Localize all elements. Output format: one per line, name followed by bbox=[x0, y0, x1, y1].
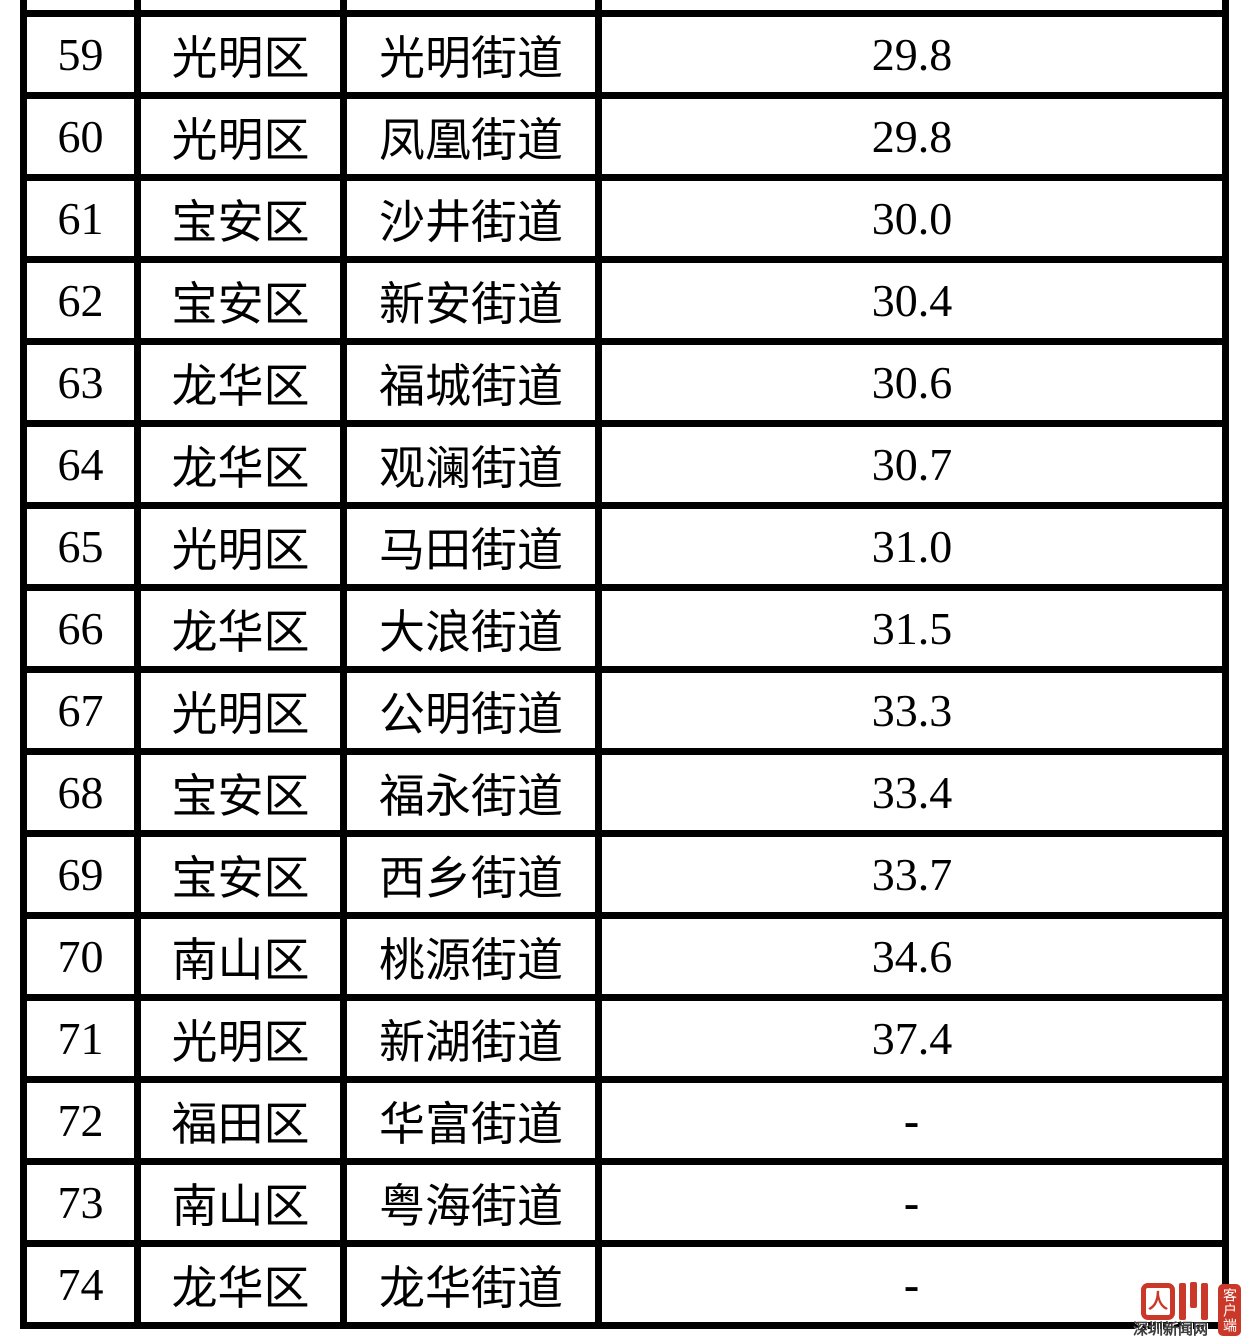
cell-district: 光明区 bbox=[134, 502, 347, 591]
site-name-label: 深圳新闻网 bbox=[1133, 1321, 1209, 1338]
logo-bar-icon bbox=[1201, 1283, 1208, 1320]
logo-person-char: 人 bbox=[1148, 1290, 1168, 1313]
cell-value: 31.5 bbox=[595, 584, 1229, 673]
cell-value: 30.6 bbox=[595, 338, 1229, 427]
cell-rank: 74 bbox=[20, 1240, 141, 1329]
cell-value: 33.3 bbox=[595, 666, 1229, 755]
cell-rank: 73 bbox=[20, 1158, 141, 1247]
table-row: 69 宝安区 西乡街道 33.7 bbox=[20, 830, 1229, 919]
shenzhen-news-logo: 人 深圳新闻网 客户端 bbox=[1133, 1281, 1241, 1339]
cell-street: 新安街道 bbox=[340, 256, 602, 345]
cell-value: - bbox=[595, 1240, 1229, 1329]
cell-value: 30.0 bbox=[595, 174, 1229, 263]
cell-street: 桃源街道 bbox=[340, 912, 602, 1001]
cell-district: 宝安区 bbox=[134, 748, 347, 837]
cell-rank: 71 bbox=[20, 994, 141, 1083]
cell-value: 29.8 bbox=[595, 10, 1229, 99]
cell-street: 西乡街道 bbox=[340, 830, 602, 919]
cell-street: 大浪街道 bbox=[340, 584, 602, 673]
logo-bar-icon bbox=[1190, 1282, 1197, 1308]
cell-rank: 64 bbox=[20, 420, 141, 509]
cell-rank: 60 bbox=[20, 92, 141, 181]
table-row: 62 宝安区 新安街道 30.4 bbox=[20, 256, 1229, 345]
cell-rank: 59 bbox=[20, 10, 141, 99]
table-row: 60 光明区 凤凰街道 29.8 bbox=[20, 92, 1229, 181]
table-row: 63 龙华区 福城街道 30.6 bbox=[20, 338, 1229, 427]
table-row: 59 光明区 光明街道 29.8 bbox=[20, 10, 1229, 99]
cell-district: 龙华区 bbox=[134, 584, 347, 673]
table-body: 59 光明区 光明街道 29.8 60 光明区 凤凰街道 29.8 61 宝安区… bbox=[20, 0, 1229, 1329]
cell-rank: 63 bbox=[20, 338, 141, 427]
cell-value: 30.7 bbox=[595, 420, 1229, 509]
table-row: 68 宝安区 福永街道 33.4 bbox=[20, 748, 1229, 837]
cell-rank: 70 bbox=[20, 912, 141, 1001]
cell-value bbox=[595, 0, 1229, 17]
cell-rank: 72 bbox=[20, 1076, 141, 1165]
cell-rank bbox=[20, 0, 141, 17]
cell-district: 光明区 bbox=[134, 92, 347, 181]
cell-rank: 62 bbox=[20, 256, 141, 345]
cell-street: 新湖街道 bbox=[340, 994, 602, 1083]
cell-street: 福城街道 bbox=[340, 338, 602, 427]
cell-district: 龙华区 bbox=[134, 338, 347, 427]
cell-district: 光明区 bbox=[134, 10, 347, 99]
table-row: 65 光明区 马田街道 31.0 bbox=[20, 502, 1229, 591]
cell-district: 福田区 bbox=[134, 1076, 347, 1165]
table-row: 70 南山区 桃源街道 34.6 bbox=[20, 912, 1229, 1001]
table-row: 67 光明区 公明街道 33.3 bbox=[20, 666, 1229, 755]
cell-value: 31.0 bbox=[595, 502, 1229, 591]
cell-street: 凤凰街道 bbox=[340, 92, 602, 181]
table-row: 72 福田区 华富街道 - bbox=[20, 1076, 1229, 1165]
cell-rank: 67 bbox=[20, 666, 141, 755]
cell-value: 29.8 bbox=[595, 92, 1229, 181]
cell-district bbox=[134, 0, 347, 17]
cell-street: 粤海街道 bbox=[340, 1158, 602, 1247]
table-row: 64 龙华区 观澜街道 30.7 bbox=[20, 420, 1229, 509]
table-row: 61 宝安区 沙井街道 30.0 bbox=[20, 174, 1229, 263]
cell-district: 宝安区 bbox=[134, 830, 347, 919]
cell-street: 龙华街道 bbox=[340, 1240, 602, 1329]
cell-district: 龙华区 bbox=[134, 420, 347, 509]
cell-street: 华富街道 bbox=[340, 1076, 602, 1165]
cell-district: 光明区 bbox=[134, 994, 347, 1083]
cell-value: - bbox=[595, 1076, 1229, 1165]
cell-district: 宝安区 bbox=[134, 174, 347, 263]
cell-rank: 65 bbox=[20, 502, 141, 591]
table-row: 73 南山区 粤海街道 - bbox=[20, 1158, 1229, 1247]
cell-district: 宝安区 bbox=[134, 256, 347, 345]
ranking-table: 59 光明区 光明街道 29.8 60 光明区 凤凰街道 29.8 61 宝安区… bbox=[20, 0, 1229, 1329]
cell-district: 龙华区 bbox=[134, 1240, 347, 1329]
table-row: 71 光明区 新湖街道 37.4 bbox=[20, 994, 1229, 1083]
cell-street: 沙井街道 bbox=[340, 174, 602, 263]
logo-bar-icon bbox=[1179, 1283, 1186, 1320]
cell-street: 光明街道 bbox=[340, 10, 602, 99]
logo-box-icon: 人 bbox=[1141, 1283, 1175, 1320]
cell-street: 公明街道 bbox=[340, 666, 602, 755]
cell-value: 33.7 bbox=[595, 830, 1229, 919]
cell-value: - bbox=[595, 1158, 1229, 1247]
cell-district: 光明区 bbox=[134, 666, 347, 755]
cell-value: 34.6 bbox=[595, 912, 1229, 1001]
cell-rank: 66 bbox=[20, 584, 141, 673]
cell-street: 马田街道 bbox=[340, 502, 602, 591]
shenzhen-news-glyph-icon: 人 bbox=[1141, 1282, 1208, 1320]
cell-value: 30.4 bbox=[595, 256, 1229, 345]
table-row bbox=[20, 0, 1229, 17]
cell-rank: 69 bbox=[20, 830, 141, 919]
cell-value: 37.4 bbox=[595, 994, 1229, 1083]
cell-street bbox=[340, 0, 602, 17]
cell-rank: 68 bbox=[20, 748, 141, 837]
cell-district: 南山区 bbox=[134, 912, 347, 1001]
cell-rank: 61 bbox=[20, 174, 141, 263]
table-row: 66 龙华区 大浪街道 31.5 bbox=[20, 584, 1229, 673]
client-badge: 客户端 bbox=[1218, 1284, 1241, 1336]
table-row: 74 龙华区 龙华街道 - bbox=[20, 1240, 1229, 1329]
cell-street: 福永街道 bbox=[340, 748, 602, 837]
cell-street: 观澜街道 bbox=[340, 420, 602, 509]
cell-district: 南山区 bbox=[134, 1158, 347, 1247]
cell-value: 33.4 bbox=[595, 748, 1229, 837]
